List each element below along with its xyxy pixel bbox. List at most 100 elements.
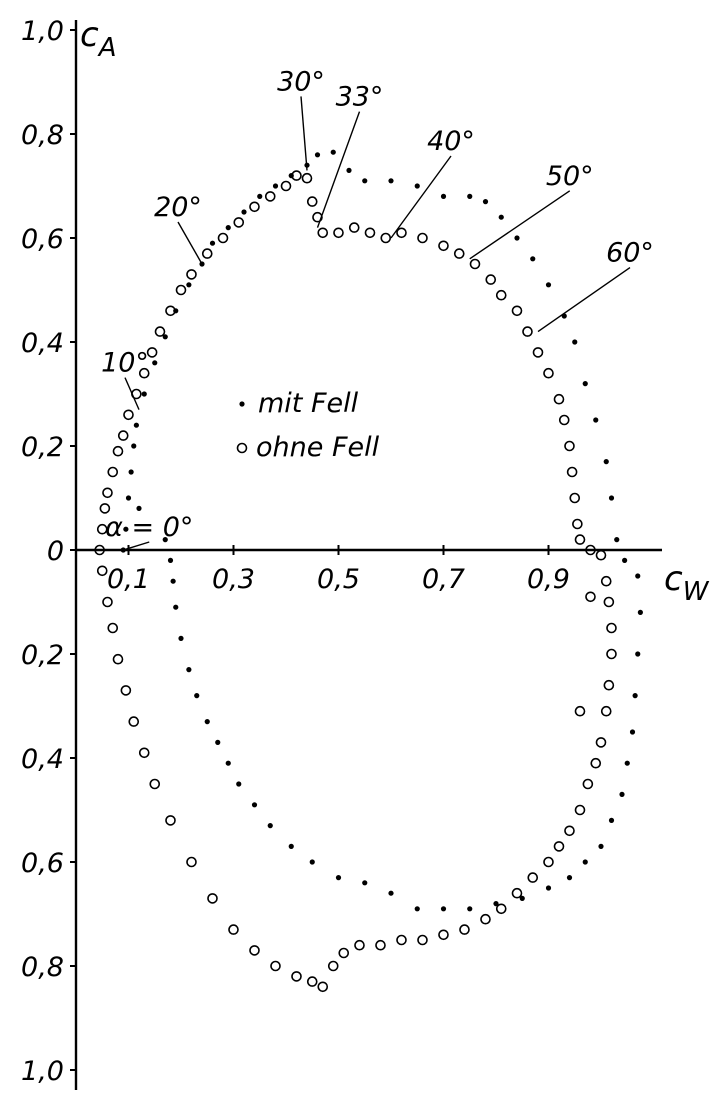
y-tick-label: 0,2 bbox=[21, 640, 64, 671]
data-point-ohne-fell bbox=[107, 622, 119, 634]
data-point-mit-fell bbox=[120, 547, 126, 553]
data-point-ohne-fell bbox=[99, 503, 111, 514]
y-tick-label: 0,2 bbox=[21, 432, 64, 463]
data-point-ohne-fell bbox=[94, 544, 105, 556]
y-tick-label: 1,0 bbox=[21, 1056, 64, 1087]
data-point-mit-fell bbox=[482, 199, 489, 205]
y-tick-label: 0,4 bbox=[21, 328, 64, 359]
data-point-mit-fell bbox=[125, 495, 132, 501]
data-point-ohne-fell bbox=[228, 924, 239, 935]
data-point-ohne-fell bbox=[459, 924, 470, 935]
data-point-mit-fell bbox=[467, 906, 473, 912]
data-point-mit-fell bbox=[186, 282, 192, 288]
data-point-ohne-fell bbox=[138, 367, 150, 379]
data-point-mit-fell bbox=[209, 240, 216, 246]
data-point-mit-fell bbox=[335, 875, 342, 881]
data-point-ohne-fell bbox=[511, 305, 523, 317]
data-point-mit-fell bbox=[257, 193, 263, 199]
data-point-mit-fell bbox=[199, 261, 205, 267]
y-tick-label: 1,0 bbox=[21, 16, 64, 47]
data-point-ohne-fell bbox=[138, 747, 150, 759]
data-point-ohne-fell bbox=[522, 326, 533, 337]
data-point-ohne-fell bbox=[438, 929, 449, 941]
data-point-mit-fell bbox=[414, 183, 420, 189]
data-point-mit-fell bbox=[608, 817, 615, 824]
leader-group: α = 0° 10° 20° 30° 33° 40° 50° 60° bbox=[101, 66, 654, 551]
data-point-ohne-fell bbox=[348, 222, 360, 233]
data-point-mit-fell bbox=[162, 537, 168, 543]
series-group bbox=[94, 149, 643, 993]
data-point-ohne-fell bbox=[417, 232, 428, 244]
data-point-mit-fell bbox=[545, 282, 552, 288]
data-point-ohne-fell bbox=[606, 648, 617, 660]
data-point-mit-fell bbox=[215, 739, 221, 746]
data-point-mit-fell bbox=[614, 537, 620, 543]
annotation-leader-line bbox=[123, 541, 150, 551]
data-point-ohne-fell bbox=[375, 939, 386, 951]
data-point-ohne-fell bbox=[96, 523, 108, 535]
data-point-mit-fell bbox=[572, 339, 578, 345]
data-point-ohne-fell bbox=[558, 414, 570, 426]
angle-annotation-label: 10° bbox=[101, 348, 149, 379]
data-point-mit-fell bbox=[194, 693, 200, 699]
data-point-ohne-fell bbox=[306, 976, 318, 987]
data-point-ohne-fell bbox=[566, 466, 578, 478]
data-point-ohne-fell bbox=[574, 705, 586, 717]
data-point-ohne-fell bbox=[453, 248, 465, 259]
annotation-leader-line bbox=[177, 221, 203, 265]
legend-label-ohne-fell: ohne Fell bbox=[256, 432, 380, 463]
data-point-ohne-fell bbox=[553, 841, 565, 852]
data-point-mit-fell bbox=[346, 167, 352, 173]
data-point-mit-fell bbox=[622, 557, 628, 564]
data-point-ohne-fell bbox=[574, 804, 586, 816]
x-axis-label-base: c bbox=[664, 559, 683, 599]
annotation-leader-line bbox=[537, 267, 631, 333]
data-point-ohne-fell bbox=[123, 409, 134, 421]
data-point-ohne-fell bbox=[603, 679, 615, 691]
data-point-mit-fell bbox=[131, 443, 137, 449]
data-point-ohne-fell bbox=[590, 757, 602, 769]
angle-annotation-label: 33° bbox=[336, 82, 384, 113]
data-point-mit-fell bbox=[414, 906, 420, 912]
legend-circle-marker bbox=[236, 442, 248, 454]
data-point-mit-fell bbox=[624, 760, 630, 766]
data-point-mit-fell bbox=[314, 152, 321, 158]
data-point-mit-fell bbox=[225, 760, 231, 766]
data-point-mit-fell bbox=[152, 360, 158, 366]
x-tick-label: 0,7 bbox=[422, 564, 465, 595]
data-point-mit-fell bbox=[619, 791, 625, 798]
data-point-ohne-fell bbox=[186, 269, 197, 280]
data-point-mit-fell bbox=[566, 875, 573, 881]
data-point-ohne-fell bbox=[233, 217, 245, 228]
data-point-ohne-fell bbox=[301, 172, 313, 184]
y-axis-label-sub: A bbox=[97, 33, 117, 63]
data-point-mit-fell bbox=[519, 895, 525, 902]
data-point-ohne-fell bbox=[354, 939, 365, 951]
data-point-ohne-fell bbox=[131, 388, 142, 400]
y-tick-label: 0,8 bbox=[21, 952, 64, 983]
data-point-mit-fell bbox=[440, 193, 447, 199]
data-point-ohne-fell bbox=[312, 211, 323, 223]
data-point-ohne-fell bbox=[606, 622, 617, 634]
data-point-ohne-fell bbox=[564, 825, 575, 837]
data-point-ohne-fell bbox=[270, 960, 281, 972]
data-point-mit-fell bbox=[330, 149, 336, 155]
data-point-mit-fell bbox=[309, 859, 315, 865]
data-point-mit-fell bbox=[225, 225, 231, 231]
data-point-ohne-fell bbox=[495, 289, 507, 301]
legend: mit Fell ohne Fell bbox=[236, 388, 380, 463]
data-point-mit-fell bbox=[251, 802, 258, 808]
data-point-ohne-fell bbox=[527, 872, 539, 883]
x-axis-label: cW bbox=[664, 559, 710, 607]
y-tick-label: 0,8 bbox=[21, 120, 64, 151]
x-tick-label: 0,1 bbox=[107, 564, 150, 595]
data-point-ohne-fell bbox=[338, 947, 350, 959]
data-point-ohne-fell bbox=[102, 487, 113, 499]
data-point-mit-fell bbox=[637, 609, 643, 616]
data-point-ohne-fell bbox=[572, 518, 583, 530]
data-point-ohne-fell bbox=[107, 466, 119, 478]
x-tick-label: 0,9 bbox=[527, 564, 570, 595]
y-tick-label: 0 bbox=[47, 536, 64, 567]
data-point-mit-fell bbox=[388, 178, 394, 184]
data-point-ohne-fell bbox=[249, 945, 260, 956]
